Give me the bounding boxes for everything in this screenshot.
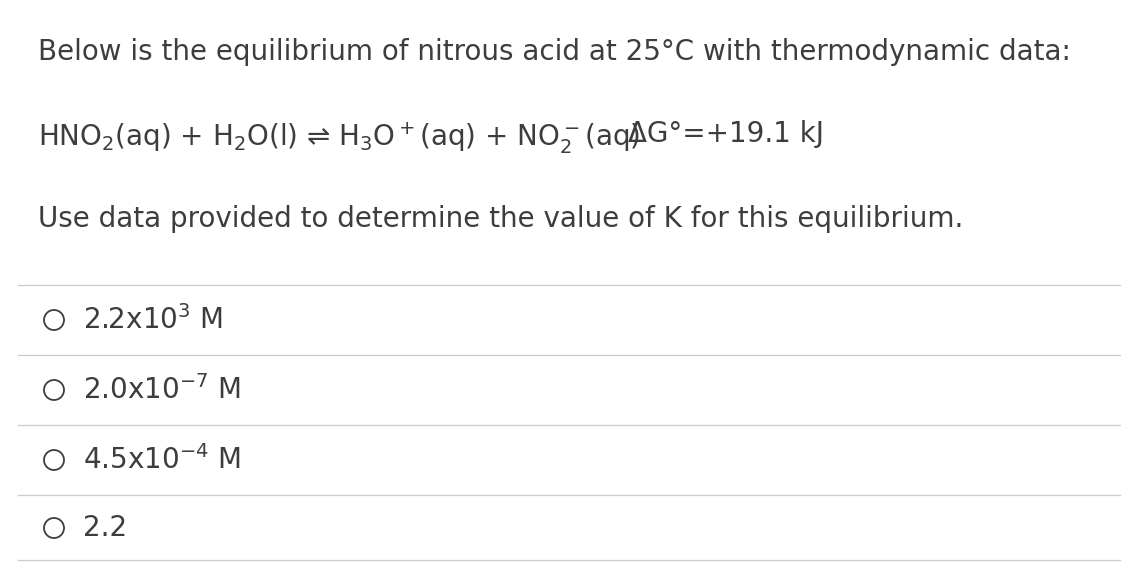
Text: Use data provided to determine the value of K for this equilibrium.: Use data provided to determine the value… [38, 205, 964, 233]
Text: Below is the equilibrium of nitrous acid at 25°C with thermodynamic data:: Below is the equilibrium of nitrous acid… [38, 38, 1071, 66]
Text: 2.0x10$^{-7}$ M: 2.0x10$^{-7}$ M [83, 375, 240, 405]
Text: 2.2: 2.2 [83, 514, 127, 542]
Text: 4.5x10$^{-4}$ M: 4.5x10$^{-4}$ M [83, 445, 240, 475]
Text: ΔG°=+19.1 kJ: ΔG°=+19.1 kJ [628, 120, 824, 148]
Text: HNO$_2$(aq) + H$_2$O(l) ⇌ H$_3$O$^+$(aq) + NO$_2^-$(aq): HNO$_2$(aq) + H$_2$O(l) ⇌ H$_3$O$^+$(aq)… [38, 120, 640, 156]
Text: 2.2x10$^3$ M: 2.2x10$^3$ M [83, 305, 223, 335]
